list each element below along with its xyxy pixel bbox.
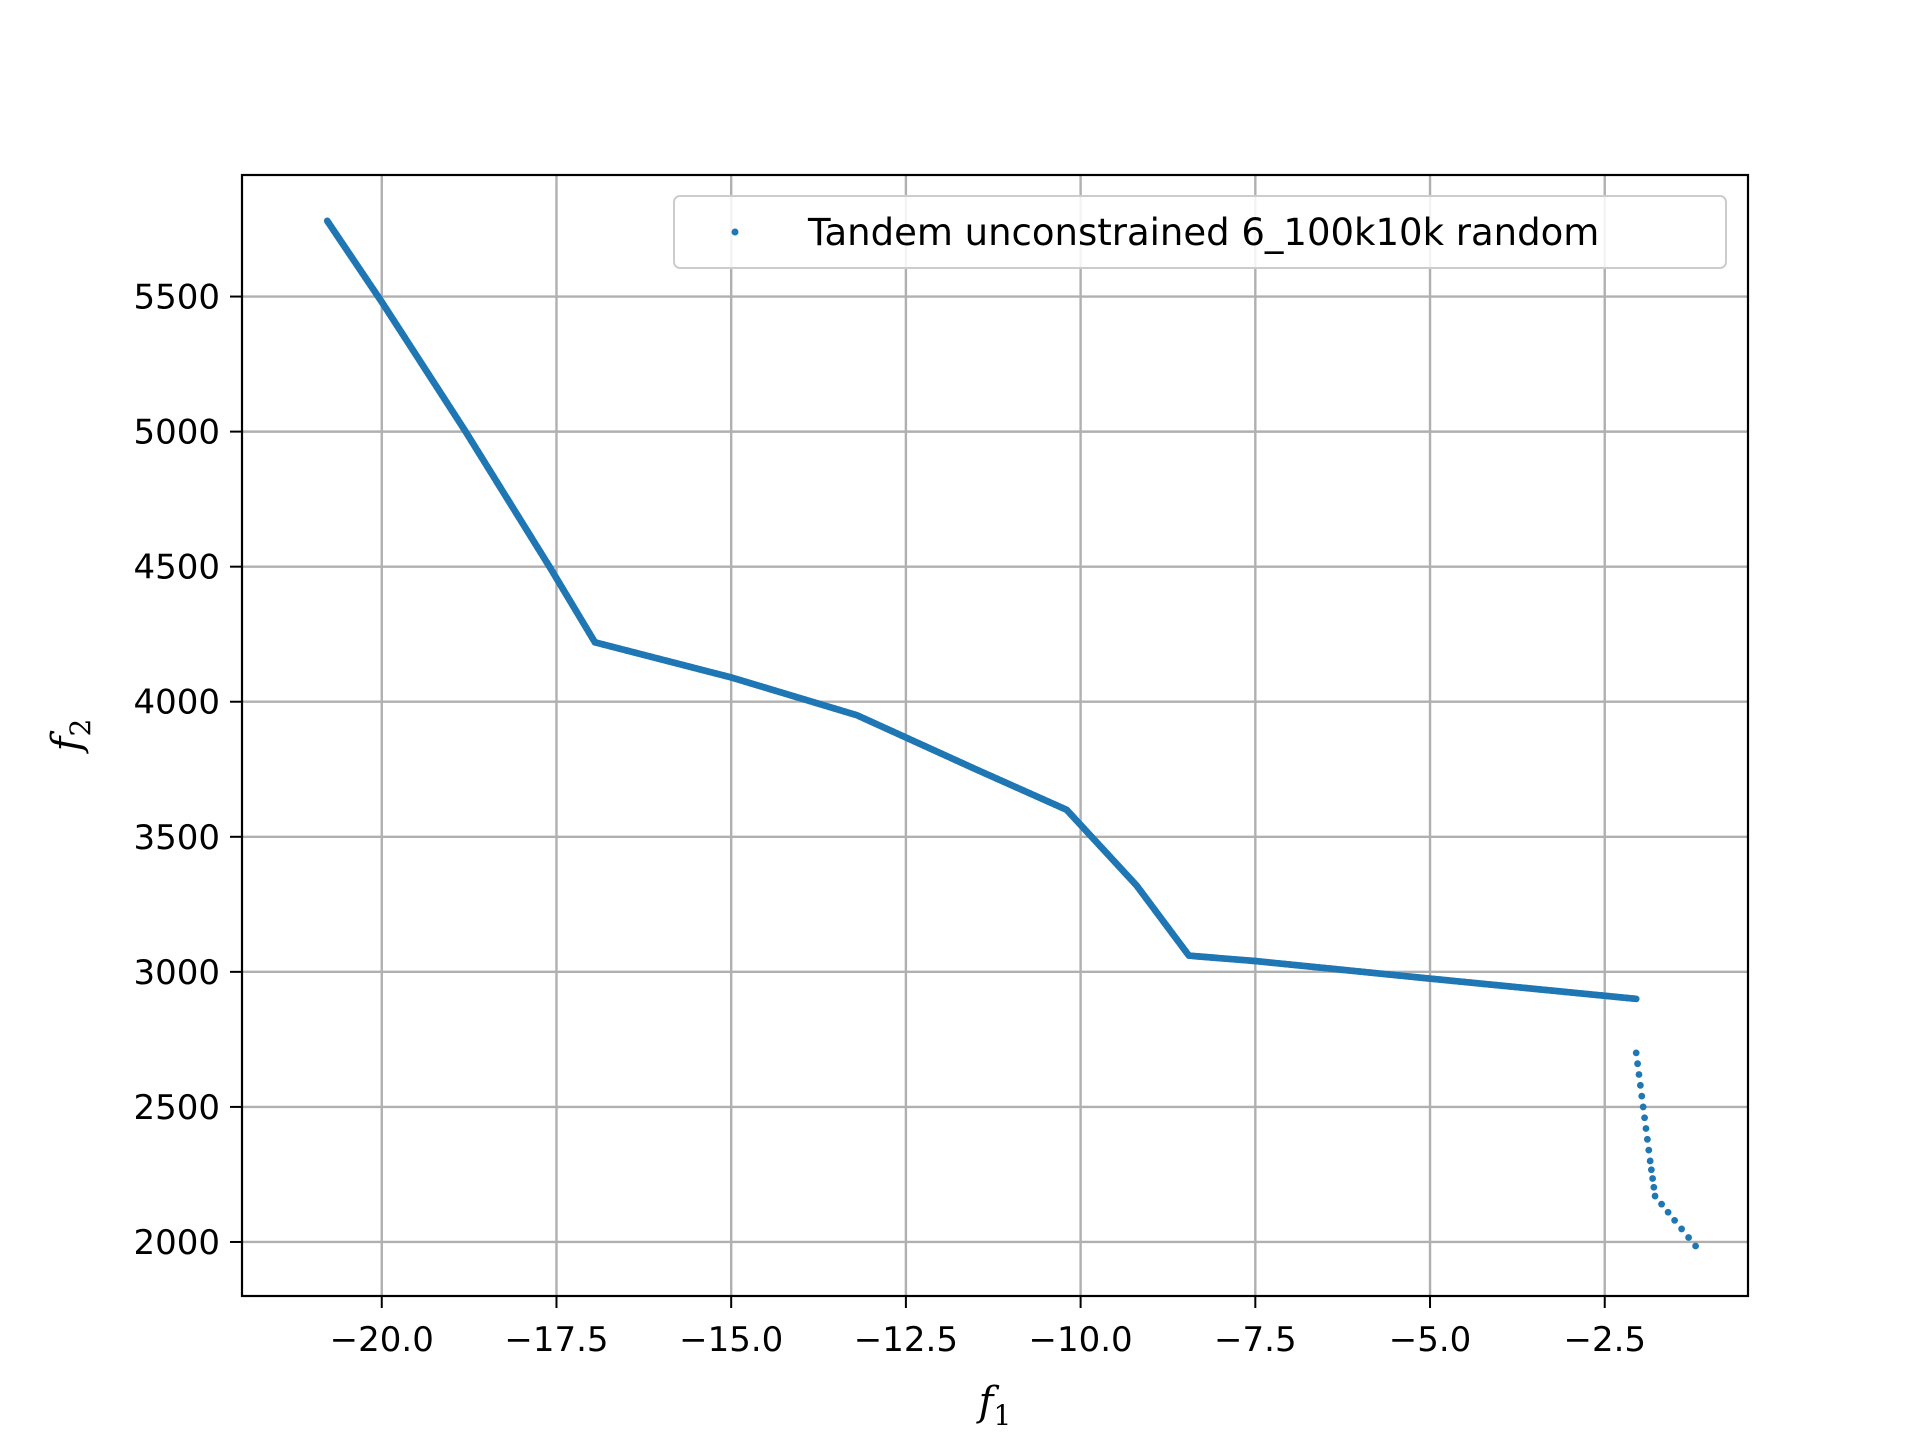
plot-frame: [240, 173, 1750, 1298]
legend-label: Tandem unconstrained 6_100k10k random: [807, 211, 1599, 254]
legend: Tandem unconstrained 6_100k10k random: [673, 195, 1727, 269]
grid: [242, 175, 1748, 1296]
y-ticks: 2000 2500 3000 3500 4000 4500 5000 5500: [133, 278, 242, 1263]
x-tick-label: −20.0: [330, 1320, 434, 1360]
data-point: [1635, 1071, 1643, 1078]
data-point: [1634, 1060, 1641, 1068]
y-axis-label: f2: [44, 719, 97, 755]
x-tick-label: −12.5: [854, 1320, 958, 1360]
data-point: [1650, 1183, 1658, 1191]
data-point: [1639, 1103, 1647, 1111]
data-point: [1645, 1146, 1653, 1154]
y-tick-label: 5000: [133, 413, 220, 453]
x-axis-label-sub: 1: [993, 1399, 1011, 1432]
x-tick-label: −5.0: [1389, 1320, 1472, 1360]
y-tick-label: 3500: [133, 818, 220, 858]
y-tick-label: 3000: [133, 953, 220, 993]
data-point: [1692, 1242, 1699, 1250]
x-tick-label: −10.0: [1029, 1320, 1133, 1360]
y-tick-label: 4000: [133, 683, 220, 723]
data-point: [1671, 1216, 1679, 1224]
data-point: [1678, 1225, 1686, 1233]
data-point: [1636, 1081, 1644, 1089]
x-axis-label: f1: [976, 1379, 1012, 1432]
data-point: [1685, 1234, 1692, 1241]
data-point: [1651, 1192, 1659, 1200]
data-point: [1632, 1049, 1640, 1057]
y-tick-label: 2500: [133, 1088, 220, 1128]
data-point: [1638, 1092, 1646, 1100]
data-point: [1646, 1157, 1654, 1165]
data-point: [1649, 1175, 1657, 1182]
data-point: [1641, 1114, 1648, 1122]
legend-marker: [731, 228, 739, 236]
data-point: [1664, 1208, 1672, 1216]
x-tick-label: −15.0: [679, 1320, 783, 1360]
data-point: [1658, 1200, 1665, 1208]
y-tick-label: 5500: [133, 278, 220, 318]
data-point: [1643, 1135, 1651, 1143]
y-tick-label: 2000: [133, 1223, 220, 1263]
x-tick-label: −17.5: [504, 1320, 608, 1360]
series-points: [323, 217, 1699, 1250]
data-point: [1642, 1125, 1650, 1132]
y-tick-label: 4500: [133, 548, 220, 588]
data-point: [1647, 1166, 1655, 1174]
x-tick-label: −2.5: [1563, 1320, 1646, 1360]
data-point: [1632, 995, 1640, 1003]
x-tick-label: −7.5: [1214, 1320, 1297, 1360]
y-axis-label-sub: 2: [64, 719, 97, 737]
legend-box: [673, 195, 1727, 269]
x-ticks: −20.0 −17.5 −15.0 −12.5 −10.0 −7.5 −5.0 −2.5: [330, 1296, 1646, 1360]
